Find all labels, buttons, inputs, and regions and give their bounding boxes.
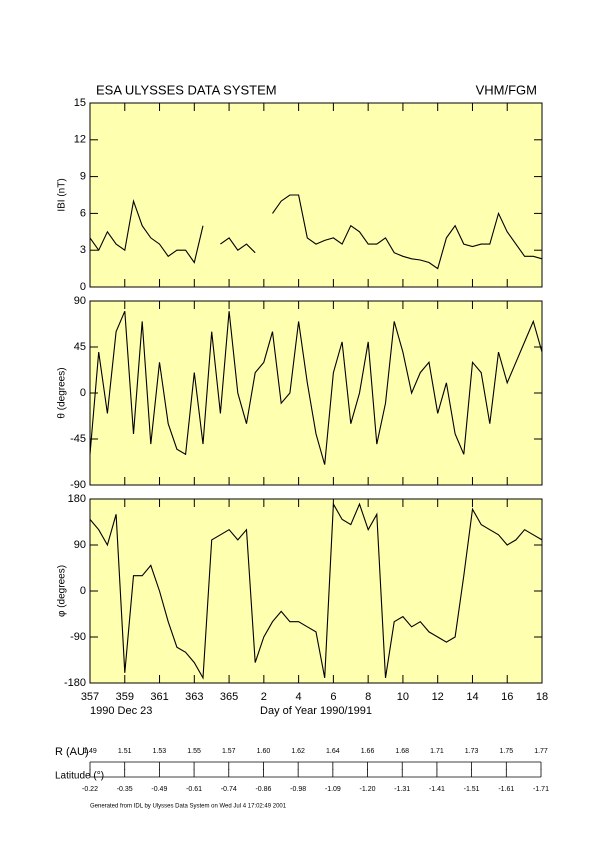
start-date: 1990 Dec 23	[90, 705, 152, 717]
x-tick-label: 10	[397, 691, 409, 703]
lat-value: -1.09	[325, 786, 341, 793]
lat-value: -1.20	[360, 786, 376, 793]
r-value: 1.60	[257, 748, 271, 755]
r-value: 1.62	[291, 748, 305, 755]
x-tick-label: 359	[116, 691, 134, 703]
y-axis-label: IBI (nT)	[57, 178, 68, 211]
footer: Generated from IDL by Ulysses Data Syste…	[90, 804, 287, 810]
y-tick-label: 0	[80, 585, 86, 597]
lat-label: Latitude (°)	[55, 771, 104, 782]
y-tick-label: -90	[70, 631, 86, 643]
y-axis-label: φ (degrees)	[57, 565, 68, 617]
y-tick-label: 180	[68, 493, 86, 505]
plot-area	[89, 300, 543, 486]
x-tick-label: 2	[261, 691, 267, 703]
y-tick-label: 0	[80, 387, 86, 399]
lat-value: -1.71	[533, 786, 549, 793]
r-value: 1.73	[465, 748, 479, 755]
x-tick-label: 4	[296, 691, 302, 703]
r-value: 1.75	[499, 748, 513, 755]
lat-value: -0.49	[151, 786, 167, 793]
lat-value: -0.74	[221, 786, 237, 793]
r-value: 1.71	[430, 748, 444, 755]
x-tick-label: 12	[432, 691, 444, 703]
plot-area	[89, 498, 543, 684]
x-tick-label: 16	[501, 691, 513, 703]
r-value: 1.55	[187, 748, 201, 755]
data-line	[89, 502, 543, 680]
lat-value: -1.51	[464, 786, 480, 793]
lat-value: -0.86	[255, 786, 271, 793]
y-tick-label: 6	[80, 207, 86, 219]
lat-value: -0.98	[290, 786, 306, 793]
plot-area	[89, 102, 543, 288]
y-tick-label: 45	[74, 341, 86, 353]
data-line	[89, 310, 543, 465]
y-axis-label: θ (degrees)	[57, 367, 68, 418]
y-tick-label: 3	[80, 244, 86, 256]
y-tick-label: 0	[80, 281, 86, 293]
x-tick-label: 361	[150, 691, 168, 703]
y-tick-label: 90	[74, 539, 86, 551]
x-axis-label: Day of Year 1990/1991	[260, 705, 372, 717]
x-tick-label: 8	[365, 691, 371, 703]
r-value: 1.49	[83, 748, 97, 755]
r-label: R (AU)	[55, 746, 89, 758]
y-tick-label: -90	[70, 479, 86, 491]
r-value: 1.68	[395, 748, 409, 755]
r-value: 1.57	[222, 748, 236, 755]
y-tick-label: -45	[70, 433, 86, 445]
r-value: 1.66	[361, 748, 375, 755]
r-value: 1.64	[326, 748, 340, 755]
y-tick-label: 90	[74, 295, 86, 307]
r-value: 1.51	[118, 748, 132, 755]
lat-value: -0.35	[117, 786, 133, 793]
instrument: VHM/FGM	[476, 82, 537, 97]
lat-value: -1.31	[394, 786, 410, 793]
x-tick-label: 365	[220, 691, 238, 703]
lat-value: -0.22	[82, 786, 98, 793]
data-line	[89, 194, 543, 270]
title: ESA ULYSSES DATA SYSTEM	[96, 82, 277, 97]
x-tick-label: 18	[536, 691, 548, 703]
y-tick-label: 9	[80, 171, 86, 183]
y-tick-label: -180	[64, 677, 86, 689]
lat-value: -1.61	[498, 786, 514, 793]
y-tick-label: 12	[74, 134, 86, 146]
x-tick-label: 357	[81, 691, 99, 703]
y-tick-label: 15	[74, 97, 86, 109]
lat-value: -1.41	[429, 786, 445, 793]
r-value: 1.77	[534, 748, 548, 755]
x-tick-label: 14	[466, 691, 478, 703]
lat-value: -0.61	[186, 786, 202, 793]
x-tick-label: 6	[330, 691, 336, 703]
r-value: 1.53	[153, 748, 167, 755]
x-tick-label: 363	[185, 691, 203, 703]
